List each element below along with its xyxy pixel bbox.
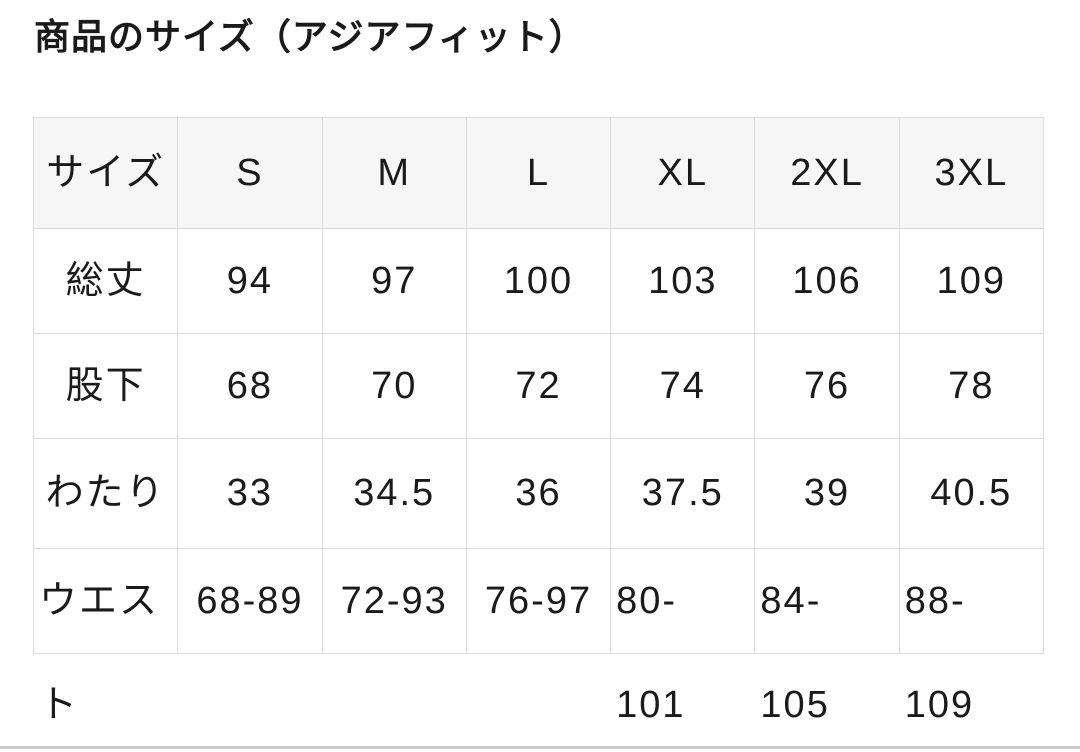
size-table: サイズ S M L XL 2XL 3XL 総丈 94 97 100 103 106 109 股下 68 70 72… bbox=[33, 117, 1044, 726]
size-value-cell: 36 bbox=[466, 439, 612, 549]
size-value-cell: 76-97 bbox=[466, 549, 612, 654]
size-value-cell: 94 bbox=[178, 229, 323, 334]
size-value-cell: 68-89 bbox=[178, 549, 323, 654]
row-label: わたり bbox=[34, 439, 179, 549]
size-value-cell: 39 bbox=[755, 439, 900, 549]
size-column-header: S bbox=[178, 118, 323, 229]
size-value-cell: 103 bbox=[611, 229, 756, 334]
size-column-header: 3XL bbox=[899, 118, 1044, 229]
page-title: 商品のサイズ（アジアフィット） bbox=[34, 16, 586, 57]
size-value-cell: 70 bbox=[322, 334, 467, 439]
size-column-header: M bbox=[322, 118, 467, 229]
size-value-cell: 100 bbox=[466, 229, 612, 334]
size-value-cell: 84- 105 bbox=[755, 549, 900, 726]
size-value-cell: 88- 109 bbox=[899, 549, 1044, 726]
section-divider bbox=[0, 746, 1080, 749]
size-value-cell: 34.5 bbox=[322, 439, 467, 549]
size-value-cell: 97 bbox=[322, 229, 467, 334]
size-value-cell: 68 bbox=[178, 334, 323, 439]
size-value-cell: 72 bbox=[466, 334, 612, 439]
size-value-cell: 78 bbox=[899, 334, 1044, 439]
size-value-cell: 76 bbox=[755, 334, 900, 439]
size-value-cell: 33 bbox=[178, 439, 323, 549]
size-value-cell: 72-93 bbox=[322, 549, 467, 654]
row-label: 総丈 bbox=[34, 229, 179, 334]
size-column-header: XL bbox=[611, 118, 756, 229]
size-value-cell: 106 bbox=[755, 229, 900, 334]
size-column-header: L bbox=[466, 118, 612, 229]
size-value-cell: 40.5 bbox=[899, 439, 1044, 549]
row-label: ウエス ト bbox=[34, 549, 179, 726]
size-column-header: 2XL bbox=[755, 118, 900, 229]
size-value-cell: 74 bbox=[611, 334, 756, 439]
row-label: 股下 bbox=[34, 334, 179, 439]
size-value-cell: 109 bbox=[899, 229, 1044, 334]
size-value-cell: 37.5 bbox=[611, 439, 756, 549]
size-value-cell: 80- 101 bbox=[611, 549, 756, 726]
size-corner-header: サイズ bbox=[34, 118, 179, 229]
